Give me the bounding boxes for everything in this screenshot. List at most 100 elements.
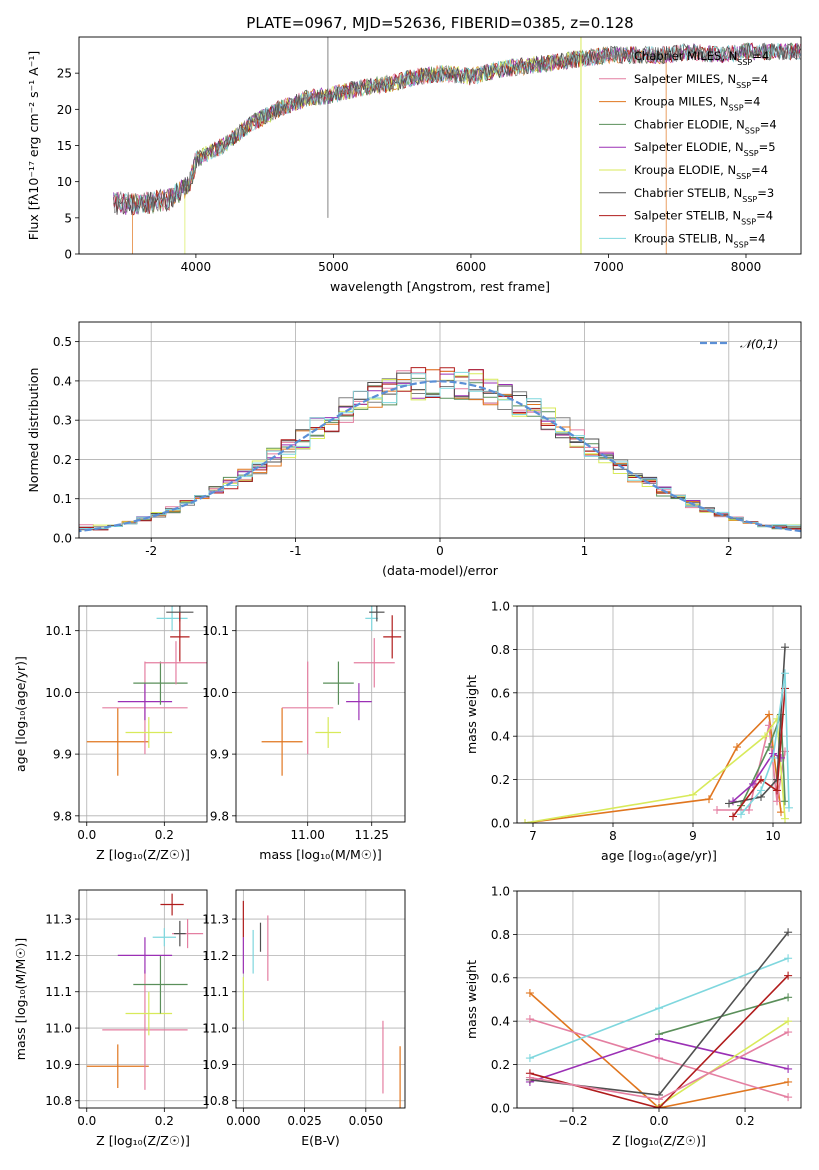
legend-entry: Kroupa STELIB, NSSP=4 xyxy=(634,231,765,249)
error-bars xyxy=(242,900,401,1108)
weight-lines xyxy=(525,928,793,1108)
x-tick-label: 2 xyxy=(725,544,733,558)
x-tick-label: 0.000 xyxy=(226,1114,260,1128)
x-tick-label: 0.2 xyxy=(155,1114,174,1128)
y-tick-label: 10.0 xyxy=(202,686,229,700)
x-tick-label: 5000 xyxy=(318,260,349,274)
y-tick-label: 0.5 xyxy=(53,335,72,349)
x-tick-label: 7000 xyxy=(593,260,624,274)
y-tick-label: 10.9 xyxy=(202,1058,229,1072)
weight-lines xyxy=(521,643,793,823)
spectrum-lines xyxy=(113,37,801,254)
axes-frame xyxy=(516,605,802,824)
legend-entry: Chabrier ELODIE, NSSP=4 xyxy=(634,117,777,135)
x-tick-label: 11.25 xyxy=(355,828,389,842)
weight-series xyxy=(658,1020,789,1107)
y-tick-label: 11.1 xyxy=(45,985,72,999)
y-tick-label: 0.2 xyxy=(53,453,72,467)
y-tick-label: 0.3 xyxy=(53,414,72,428)
x-tick-label: 6000 xyxy=(456,260,487,274)
x-tick-label: −0.2 xyxy=(558,1114,587,1128)
y-tick-label: 0.8 xyxy=(491,928,510,942)
y-tick-label: 15 xyxy=(57,139,72,153)
spectrum-series xyxy=(113,42,801,215)
y-tick-label: 9.8 xyxy=(53,809,72,823)
y-tick-label: 5 xyxy=(64,211,72,225)
x-tick-label: 0.025 xyxy=(287,1114,321,1128)
y-tick-label: 11.3 xyxy=(45,913,72,927)
y-tick-label: 20 xyxy=(57,103,72,117)
axes-frame xyxy=(78,889,208,1109)
x-tick-label: 4000 xyxy=(181,260,212,274)
y-tick-label: 11.0 xyxy=(45,1022,72,1036)
x-tick-label: 0.0 xyxy=(77,1114,96,1128)
y-tick-label: 0.2 xyxy=(491,1058,510,1072)
y-tick-label: 11.2 xyxy=(45,949,72,963)
y-tick-label: 0.8 xyxy=(491,643,510,657)
legend-entry: 𝒩(0,1) xyxy=(740,337,778,351)
y-tick-label: 10.9 xyxy=(45,1058,72,1072)
x-tick-label: 11.00 xyxy=(291,828,325,842)
y-axis-label: age [log₁₀(age/yr)] xyxy=(13,656,28,772)
axes-frame xyxy=(235,605,406,823)
x-tick-label: 9 xyxy=(689,829,697,843)
legend-entry: Salpeter ELODIE, NSSP=5 xyxy=(634,140,776,158)
x-tick-label: 8000 xyxy=(731,260,762,274)
y-tick-label: 0 xyxy=(64,248,72,262)
y-tick-label: 0.4 xyxy=(491,1015,510,1029)
legend-entry: Chabrier STELIB, NSSP=3 xyxy=(634,186,774,204)
legend-entry: Kroupa MILES, NSSP=4 xyxy=(634,95,760,113)
x-tick-label: 0.0 xyxy=(77,828,96,842)
x-tick-label: 0.0 xyxy=(649,1114,668,1128)
legend-entry: Kroupa ELODIE, NSSP=4 xyxy=(634,163,768,181)
y-tick-label: 0.2 xyxy=(491,773,510,787)
y-tick-label: 0.4 xyxy=(53,374,72,388)
legend-entry: Salpeter STELIB, NSSP=4 xyxy=(634,209,773,227)
y-tick-label: 10.0 xyxy=(45,686,72,700)
x-tick-label: -2 xyxy=(145,544,157,558)
x-tick-label: 0 xyxy=(436,544,444,558)
y-tick-label: 25 xyxy=(57,67,72,81)
legend-entry: Salpeter MILES, NSSP=4 xyxy=(634,72,768,90)
weight-series xyxy=(732,688,786,817)
weight-series xyxy=(524,712,782,823)
error-bars xyxy=(86,606,207,776)
x-tick-label: 0.2 xyxy=(736,1114,755,1128)
x-tick-label: 1 xyxy=(581,544,589,558)
axes-frame xyxy=(235,889,406,1109)
y-tick-label: 0.6 xyxy=(491,971,510,985)
y-tick-label: 10.8 xyxy=(45,1094,72,1108)
x-tick-label: 8 xyxy=(609,829,617,843)
x-tick-label: 0.050 xyxy=(349,1114,383,1128)
error-bars xyxy=(261,606,402,776)
y-tick-label: 1.0 xyxy=(491,600,510,614)
legend-entry: Chabrier MILES, NSSP=4 xyxy=(634,49,769,67)
x-axis-label: Z [log₁₀(Z/Z☉)] xyxy=(612,1133,706,1148)
x-tick-label: 7 xyxy=(529,829,537,843)
x-tick-label: 0.2 xyxy=(155,828,174,842)
y-tick-label: 0.1 xyxy=(53,492,72,506)
x-axis-label: age [log₁₀(age/yr)] xyxy=(601,848,717,863)
y-axis-label: Flux [fλ10⁻¹⁷ erg cm⁻² s⁻¹ A⁻¹] xyxy=(26,51,41,240)
y-tick-label: 0.0 xyxy=(491,817,510,831)
y-tick-label: 10.8 xyxy=(202,1094,229,1108)
y-tick-label: 10.1 xyxy=(45,624,72,638)
spectrum-series xyxy=(113,42,801,215)
y-axis-label: Normed distribution xyxy=(26,368,41,493)
y-tick-label: 1.0 xyxy=(491,885,510,899)
y-axis-label: mass weight xyxy=(464,960,479,1039)
y-tick-label: 9.8 xyxy=(210,809,229,823)
x-axis-label: Z [log₁₀(Z/Z☉)] xyxy=(96,847,190,862)
normal-curve xyxy=(79,380,801,533)
x-axis-label: mass [log₁₀(M/M☉)] xyxy=(259,847,381,862)
x-axis-label: (data-model)/error xyxy=(382,563,499,578)
y-tick-label: 0.6 xyxy=(491,686,510,700)
y-tick-label: 0.0 xyxy=(53,532,72,546)
histograms xyxy=(79,367,801,533)
weight-series xyxy=(658,996,789,1035)
weight-series xyxy=(732,752,782,802)
y-tick-label: 9.9 xyxy=(53,748,72,762)
axes-frame xyxy=(78,321,802,539)
y-tick-label: 0.0 xyxy=(491,1102,510,1116)
